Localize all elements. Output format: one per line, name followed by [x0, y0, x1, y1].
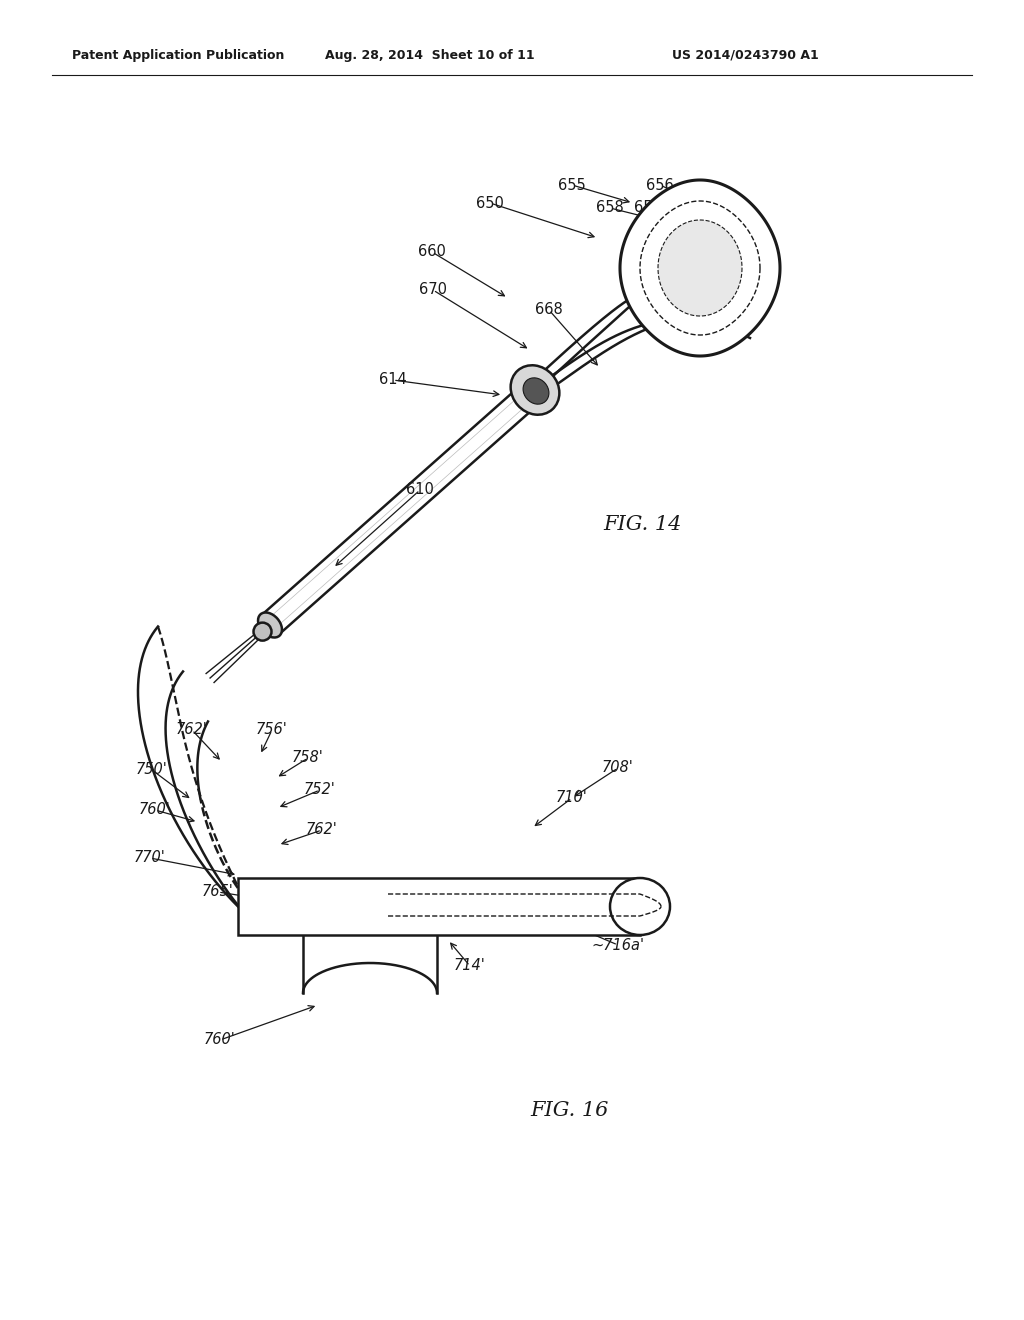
- Text: 670: 670: [419, 282, 447, 297]
- Text: 756': 756': [256, 722, 288, 738]
- Text: 610: 610: [407, 483, 434, 498]
- Text: 760': 760': [204, 1032, 236, 1048]
- Text: 758': 758': [292, 751, 324, 766]
- Ellipse shape: [258, 612, 282, 638]
- Text: 752': 752': [304, 783, 336, 797]
- Ellipse shape: [610, 878, 670, 935]
- Text: 660: 660: [418, 244, 445, 260]
- Polygon shape: [238, 878, 640, 935]
- Text: US 2014/0243790 A1: US 2014/0243790 A1: [672, 49, 819, 62]
- Text: Aug. 28, 2014  Sheet 10 of 11: Aug. 28, 2014 Sheet 10 of 11: [326, 49, 535, 62]
- Polygon shape: [261, 380, 544, 635]
- Text: 650: 650: [476, 195, 504, 210]
- Text: 656: 656: [646, 177, 674, 193]
- Polygon shape: [658, 220, 742, 315]
- Polygon shape: [640, 201, 760, 335]
- Text: 762': 762': [306, 822, 338, 837]
- Circle shape: [254, 623, 271, 640]
- Ellipse shape: [523, 378, 549, 404]
- Text: 714': 714': [454, 958, 485, 974]
- Text: FIG. 16: FIG. 16: [530, 1101, 608, 1119]
- Text: 708': 708': [602, 760, 634, 776]
- Text: 668: 668: [536, 302, 563, 318]
- Text: 750': 750': [136, 763, 168, 777]
- Text: 710': 710': [556, 791, 588, 805]
- Text: 765': 765': [202, 884, 233, 899]
- Text: Patent Application Publication: Patent Application Publication: [72, 49, 285, 62]
- Polygon shape: [620, 180, 780, 356]
- Text: 653: 653: [634, 201, 662, 215]
- Text: 655: 655: [558, 177, 586, 193]
- Ellipse shape: [511, 366, 559, 414]
- Text: 760': 760': [139, 803, 171, 817]
- Text: 652: 652: [651, 251, 679, 265]
- Text: FIG. 14: FIG. 14: [603, 516, 681, 535]
- Text: 608: 608: [730, 223, 758, 238]
- Text: 770': 770': [134, 850, 166, 866]
- Text: ~716a': ~716a': [592, 937, 644, 953]
- Text: 762': 762': [176, 722, 208, 738]
- Text: 614: 614: [379, 372, 407, 388]
- Text: 658: 658: [596, 201, 624, 215]
